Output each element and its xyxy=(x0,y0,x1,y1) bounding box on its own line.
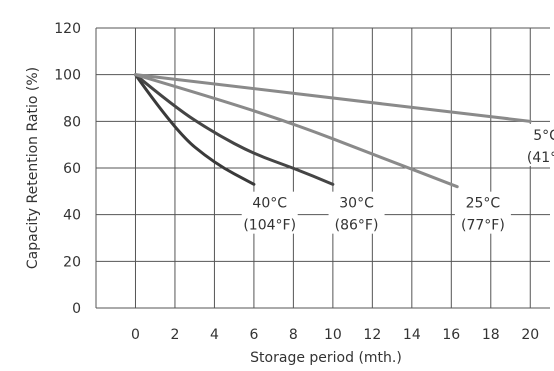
x-tick-label: 2 xyxy=(170,327,179,343)
annotations: 40°C (104°F) 30°C (86°F) 25°C (77°F) 5°C (41°F xyxy=(241,124,554,234)
x-tick-label: 14 xyxy=(403,327,421,343)
annotation-background xyxy=(241,191,298,234)
annotation-label: (77°F) xyxy=(461,218,505,234)
series-lines xyxy=(133,73,532,189)
tick-labels: 0 20 40 60 80 100 120 0 2 4 6 8 10 12 14 16 18 20 xyxy=(54,21,539,343)
x-tick-label: 16 xyxy=(442,327,460,343)
annotation-background xyxy=(328,191,385,234)
annotation-label: 5°C xyxy=(533,128,554,144)
y-tick-label: 20 xyxy=(63,254,81,270)
annotation-background xyxy=(518,124,554,166)
x-axis-title: Storage period (mth.) xyxy=(250,350,402,366)
y-tick-label: 80 xyxy=(63,114,81,130)
x-tick-label: 20 xyxy=(521,327,539,343)
x-tick-label: 8 xyxy=(289,327,298,343)
y-tick-label: 0 xyxy=(72,301,81,317)
annotation-label: (86°F) xyxy=(335,218,379,234)
x-tick-label: 6 xyxy=(249,327,258,343)
annotation-label: 30°C xyxy=(339,196,374,212)
annotation-background xyxy=(454,191,511,234)
y-tick-label: 60 xyxy=(63,161,81,177)
x-tick-label: 18 xyxy=(482,327,500,343)
x-tick-label: 10 xyxy=(324,327,342,343)
annotation-label: (104°F) xyxy=(243,218,296,234)
series-line xyxy=(133,73,256,186)
x-tick-label: 12 xyxy=(363,327,381,343)
y-tick-label: 100 xyxy=(54,68,81,84)
x-tick-label: 4 xyxy=(210,327,219,343)
series-line xyxy=(133,73,335,186)
annotation-label: 25°C xyxy=(466,196,501,212)
grid xyxy=(95,27,550,309)
x-tick-label: 0 xyxy=(131,327,140,343)
annotation-label: (41°F xyxy=(527,150,554,166)
series-line xyxy=(133,73,532,123)
y-tick-label: 40 xyxy=(63,208,81,224)
y-tick-label: 120 xyxy=(54,21,81,37)
y-axis-title: Capacity Retention Ratio (%) xyxy=(25,67,41,269)
series-line xyxy=(133,73,459,189)
annotation-label: 40°C xyxy=(252,196,287,212)
